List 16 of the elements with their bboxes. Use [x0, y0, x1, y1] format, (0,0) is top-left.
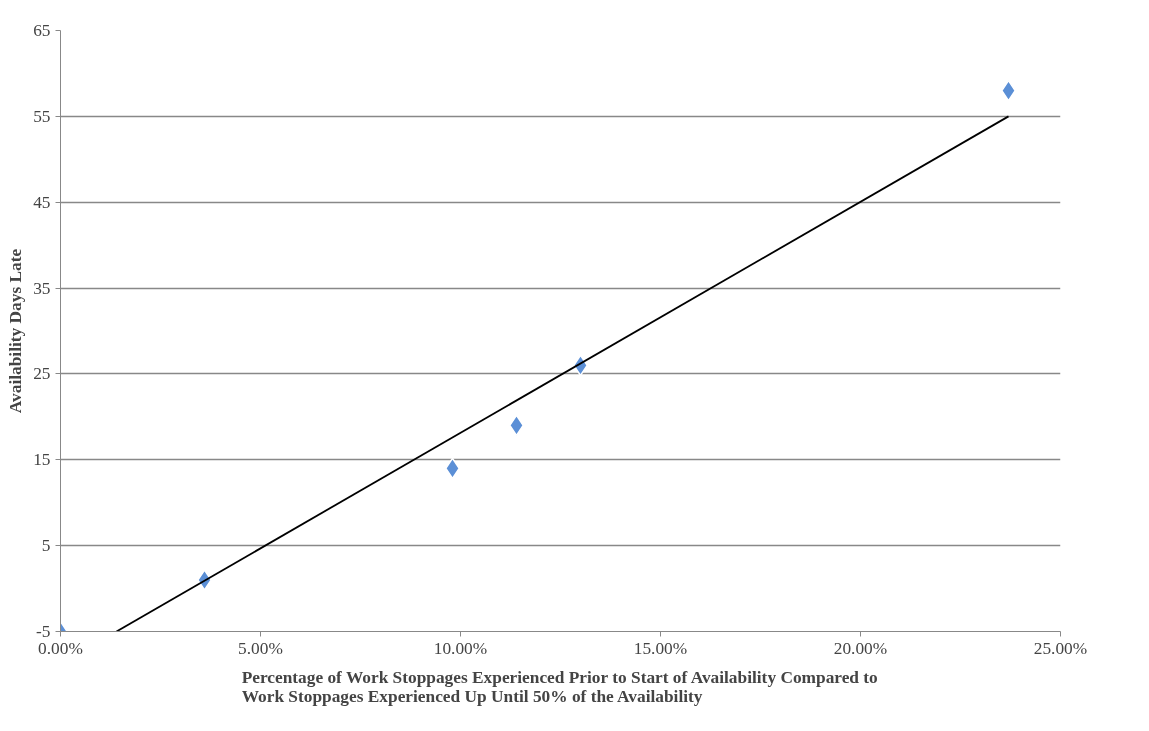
y-tick-label: 25 [33, 364, 51, 384]
x-tick-label: 10.00% [433, 638, 488, 658]
y-tick-label: 55 [33, 106, 51, 126]
x-axis-title: Percentage of Work Stoppages Experienced Prior to Start of Availability Compared to Work Stoppages Experienced Up Until 50% of the Availability [241, 667, 878, 706]
y-axis-title: Availability Days Late [6, 248, 26, 414]
y-tick-label: -5 [36, 622, 51, 641]
y-tick-label: 65 [33, 21, 51, 40]
x-tick-label: 5.00% [238, 638, 283, 658]
y-tick-label: 45 [33, 192, 51, 212]
y-tick-label: 5 [41, 536, 51, 556]
y-tick-label: 15 [33, 450, 51, 470]
x-tick-label: 25.00% [1033, 638, 1088, 658]
y-tick-label: 35 [33, 278, 51, 298]
x-tick-label: 0.00% [38, 638, 83, 658]
x-tick-label: 15.00% [633, 638, 688, 658]
x-tick-label: 20.00% [833, 638, 888, 658]
